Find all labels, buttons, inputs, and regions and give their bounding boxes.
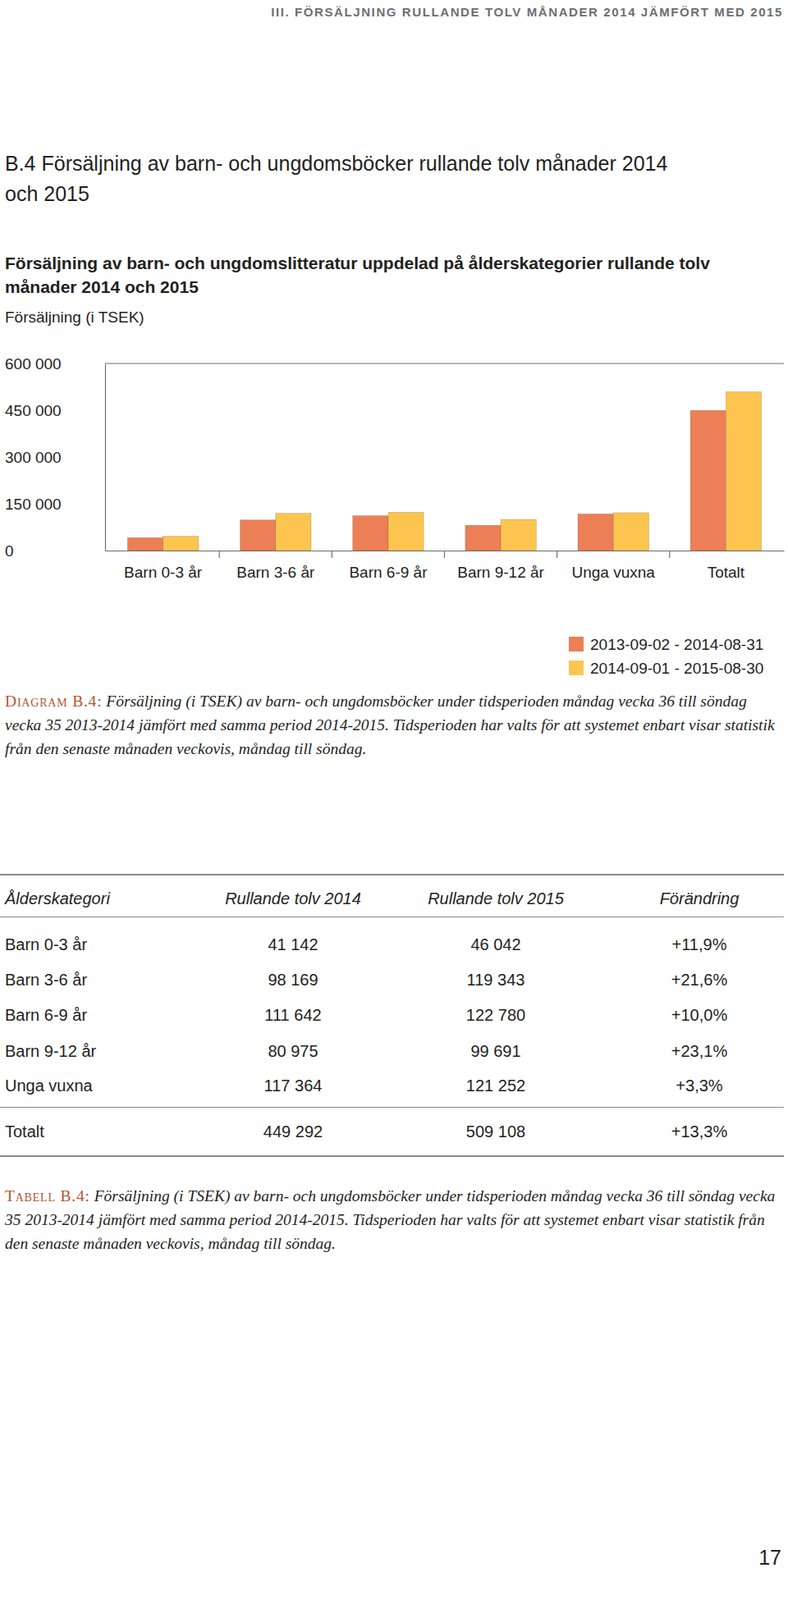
chart-title: Försäljning av barn- och ungdomslitterat…: [4, 251, 728, 299]
y-axis-title: Försäljning (i TSEK): [4, 306, 145, 329]
caption-label: Tabell B.4:: [4, 1187, 91, 1205]
table-cell: +11,9%: [617, 934, 782, 956]
caption-text: Försäljning (i TSEK) av barn- och ungdom…: [4, 692, 775, 758]
x-tick: Totalt: [707, 563, 746, 582]
bar: [690, 410, 726, 551]
category-separator: [444, 550, 445, 559]
y-tick: 150 000: [4, 495, 62, 514]
bar: [240, 520, 276, 551]
legend-label: 2013-09-02 - 2014-08-31: [590, 636, 764, 654]
x-tick-label: Totalt: [707, 563, 746, 582]
y-tick: 300 000: [4, 448, 62, 467]
x-tick-label: Barn 9-12 år: [457, 563, 545, 582]
table-cell: 509 108: [413, 1121, 578, 1143]
x-tick: Barn 9-12 år: [457, 563, 545, 582]
y-tick-label: 450 000: [4, 402, 62, 420]
page-number: 17: [758, 1546, 782, 1571]
x-tick: Unga vuxna: [572, 563, 656, 582]
table-cell: Barn 0-3 år: [4, 934, 88, 956]
y-tick: 0: [4, 542, 14, 560]
table-header: Ålderskategori: [4, 888, 110, 910]
table-header: Rullande tolv 2015: [413, 888, 578, 910]
y-axis: 0 150 000 300 000 450 000 600 000: [4, 355, 106, 560]
x-tick-label: Barn 6-9 år: [348, 563, 428, 582]
table-cell: 111 642: [210, 1004, 376, 1027]
table-cell: Barn 3-6 år: [4, 969, 88, 991]
category-separator: [668, 550, 670, 559]
table-cell: +10,0%: [617, 1004, 782, 1027]
table-rule: [0, 1107, 784, 1109]
bars: [127, 392, 761, 551]
table-cell: +3,3%: [617, 1075, 782, 1097]
table-cell: 41 142: [210, 934, 376, 956]
caption-label: Diagram B.4:: [4, 692, 102, 711]
table-cell: 122 780: [413, 1004, 578, 1027]
space: [90, 1187, 95, 1205]
bar: [127, 537, 163, 551]
legend-label: 2014-09-01 - 2015-08-30: [590, 659, 764, 678]
bar: [465, 525, 501, 551]
table-cell: +13,3%: [617, 1121, 782, 1143]
category-separator: [556, 550, 558, 559]
running-header: III. FÖRSÄLJNING RULLANDE TOLV MÅNADER 2…: [270, 4, 784, 19]
category-separator: [219, 550, 220, 559]
table-cell: Totalt: [4, 1121, 45, 1143]
table-cell: 99 691: [413, 1040, 578, 1063]
bar: [275, 513, 312, 551]
table-cell: 449 292: [210, 1121, 376, 1143]
bar: [725, 392, 761, 551]
x-tick: Barn 6-9 år: [348, 563, 428, 582]
bar-series: [127, 410, 726, 551]
legend-swatch: [568, 636, 584, 652]
category-separator: [331, 550, 333, 559]
y-tick-label: 0: [4, 542, 14, 560]
legend-item: 2013-09-02 - 2014-08-31: [568, 636, 764, 654]
y-tick-label: 150 000: [4, 495, 62, 514]
caption: Tabell B.4: Försäljning (i TSEK) av barn…: [4, 1184, 785, 1256]
table-header: Förändring: [617, 888, 782, 910]
table-cell: 80 975: [210, 1040, 376, 1063]
bar: [613, 513, 649, 551]
bar: [163, 536, 199, 551]
x-tick: Barn 3-6 år: [236, 563, 316, 582]
x-axis: Barn 0-3 år Barn 3-6 år Barn 6-9 år Barn 9-…: [105, 551, 785, 582]
table-cell: 46 042: [413, 934, 578, 956]
table-cell: +23,1%: [617, 1040, 782, 1063]
table-rule: [0, 874, 784, 876]
y-axis-line: [105, 364, 106, 552]
plot-frame-top: [105, 362, 784, 364]
table-rule: [0, 916, 784, 918]
table-cell: Unga vuxna: [4, 1075, 93, 1097]
section-title: B.4 Försäljning av barn- och ungdomsböck…: [4, 148, 695, 210]
legend-swatch: [568, 660, 584, 676]
table-cell: 121 252: [413, 1075, 578, 1097]
table-cell: Barn 9-12 år: [4, 1040, 97, 1063]
x-tick-label: Barn 3-6 år: [236, 563, 316, 582]
bar: [352, 516, 389, 551]
x-tick-label: Barn 0-3 år: [123, 563, 203, 582]
space: [101, 692, 106, 711]
caption-text: Försäljning (i TSEK) av barn- och ungdom…: [4, 1187, 775, 1253]
y-tick: 450 000: [4, 402, 62, 420]
legend: 2013-09-02 - 2014-08-31 2014-09-01 - 2015…: [568, 636, 764, 678]
bar: [500, 519, 537, 551]
y-tick-label: 300 000: [4, 448, 62, 467]
table-rule: [0, 1155, 784, 1158]
x-tick: Barn 0-3 år: [123, 563, 203, 582]
table-cell: 117 364: [210, 1075, 376, 1097]
y-tick: 600 000: [4, 355, 62, 373]
table-cell: +21,6%: [617, 969, 782, 991]
y-tick-label: 600 000: [4, 355, 62, 373]
chart: 0 150 000 300 000 450 000 600 000 Barn 0-3 år…: [0, 344, 788, 690]
table-cell: 98 169: [210, 969, 376, 991]
table-header: Rullande tolv 2014: [210, 888, 376, 910]
table-cell: 119 343: [413, 969, 578, 991]
bar-series: [163, 392, 762, 551]
x-tick-label: Unga vuxna: [572, 563, 656, 582]
bar: [388, 512, 424, 551]
table-cell: Barn 6-9 år: [4, 1004, 88, 1027]
bar: [577, 513, 614, 551]
caption: Diagram B.4: Försäljning (i TSEK) av bar…: [4, 689, 785, 761]
legend-item: 2014-09-01 - 2015-08-30: [568, 659, 764, 678]
